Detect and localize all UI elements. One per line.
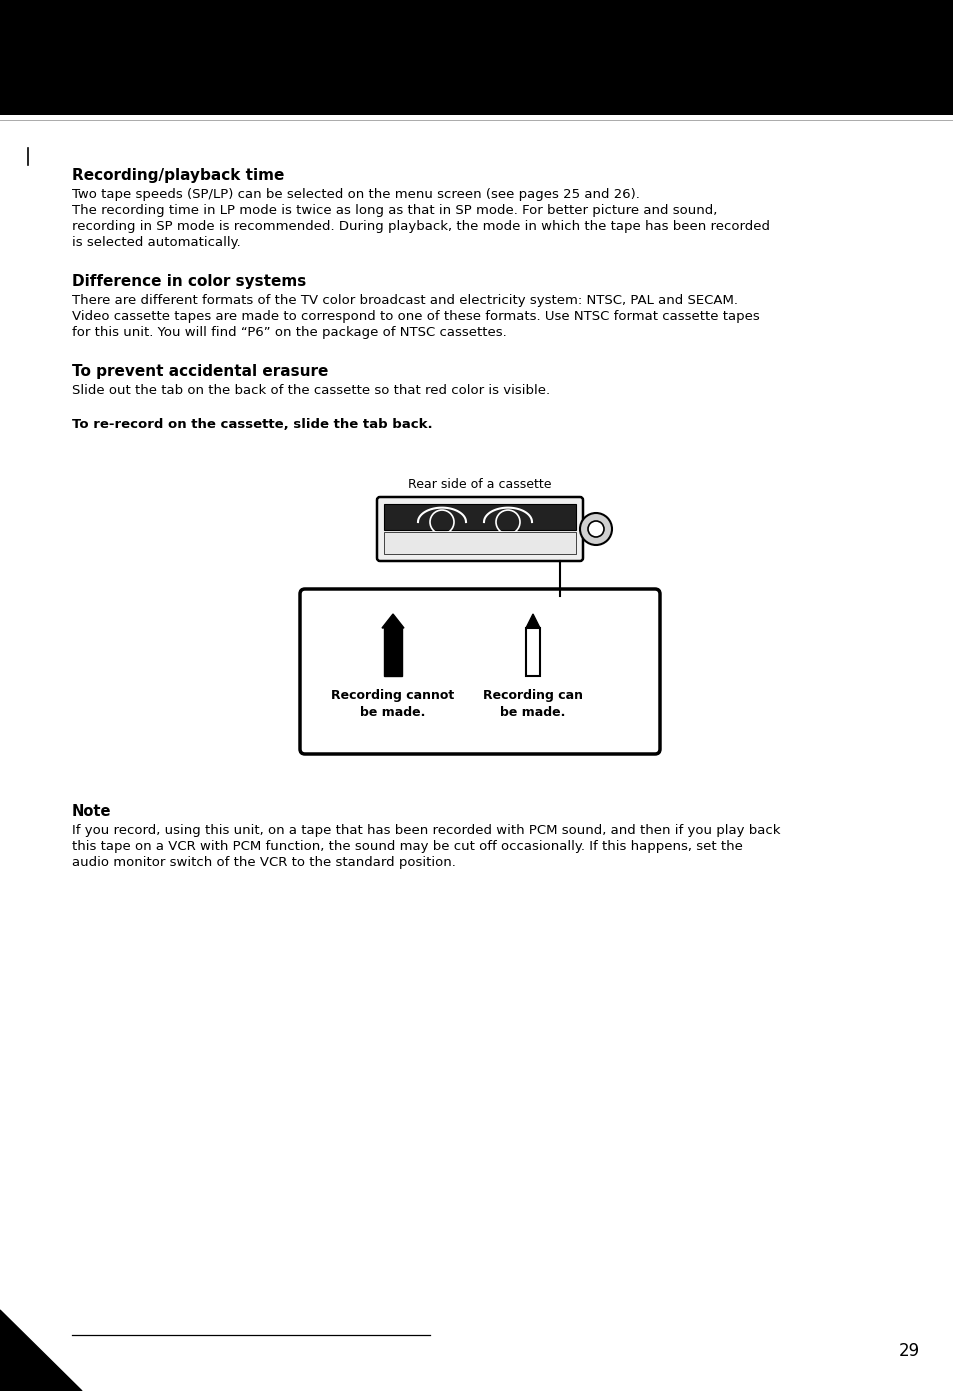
Bar	[384, 627, 401, 676]
Text: Recording/playback time: Recording/playback time	[71, 168, 284, 184]
Bar	[0, 0, 953, 115]
Text: To re-record on the cassette, slide the tab back.: To re-record on the cassette, slide the …	[71, 419, 432, 431]
Text: this tape on a VCR with PCM function, the sound may be cut off occasionally. If : this tape on a VCR with PCM function, th…	[71, 840, 742, 853]
Text: Recording cannot: Recording cannot	[331, 689, 455, 702]
Text: 29: 29	[898, 1342, 919, 1360]
Text: Two tape speeds (SP/LP) can be selected on the menu screen (see pages 25 and 26): Two tape speeds (SP/LP) can be selected …	[71, 188, 639, 202]
Circle shape	[587, 522, 603, 537]
Polygon shape	[525, 613, 539, 627]
Text: audio monitor switch of the VCR to the standard position.: audio monitor switch of the VCR to the s…	[71, 855, 456, 869]
Bar	[384, 531, 576, 554]
Text: The recording time in LP mode is twice as long as that in SP mode. For better pi: The recording time in LP mode is twice a…	[71, 204, 717, 217]
Text: If you record, using this unit, on a tape that has been recorded with PCM sound,: If you record, using this unit, on a tap…	[71, 823, 780, 837]
Text: be made.: be made.	[360, 707, 425, 719]
Text: Video cassette tapes are made to correspond to one of these formats. Use NTSC fo: Video cassette tapes are made to corresp…	[71, 310, 759, 323]
FancyBboxPatch shape	[299, 588, 659, 754]
Text: Rear side of a cassette: Rear side of a cassette	[408, 479, 551, 491]
Text: for this unit. You will find “P6” on the package of NTSC cassettes.: for this unit. You will find “P6” on the…	[71, 325, 506, 339]
Bar	[384, 504, 576, 530]
Text: Difference in color systems: Difference in color systems	[71, 274, 306, 289]
Text: recording in SP mode is recommended. During playback, the mode in which the tape: recording in SP mode is recommended. Dur…	[71, 220, 769, 234]
Text: Note: Note	[71, 804, 112, 819]
Text: There are different formats of the TV color broadcast and electricity system: NT: There are different formats of the TV co…	[71, 294, 738, 307]
Polygon shape	[381, 613, 403, 627]
Bar	[525, 627, 539, 676]
Circle shape	[579, 513, 612, 545]
Text: be made.: be made.	[499, 707, 565, 719]
Polygon shape	[0, 1310, 82, 1391]
Text: Slide out the tab on the back of the cassette so that red color is visible.: Slide out the tab on the back of the cas…	[71, 384, 550, 396]
FancyBboxPatch shape	[376, 497, 582, 561]
Text: Recording can: Recording can	[482, 689, 582, 702]
Text: is selected automatically.: is selected automatically.	[71, 236, 240, 249]
Text: To prevent accidental erasure: To prevent accidental erasure	[71, 364, 328, 378]
